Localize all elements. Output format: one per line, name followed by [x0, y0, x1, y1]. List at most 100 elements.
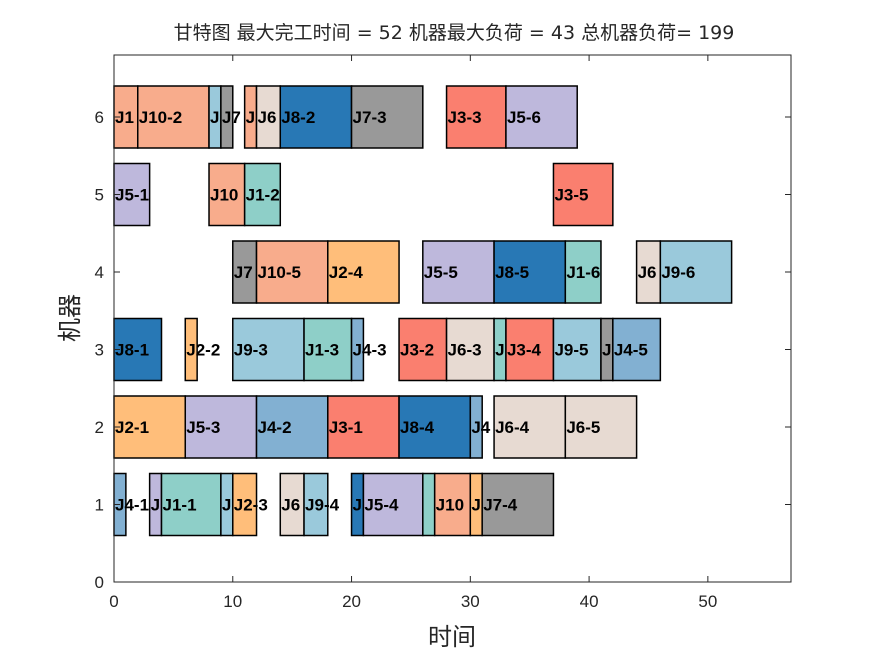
task-bar--9 [422, 472, 436, 537]
x-axis-label: 时间 [428, 623, 476, 651]
task-label: J [471, 496, 480, 515]
task-bar-j2-2-22 [184, 317, 198, 382]
task-bar-j3-2-26 [398, 317, 448, 382]
task-label: J2-1 [115, 418, 149, 437]
task-label: J10-5 [258, 263, 301, 282]
task-bar-j10-5-34 [255, 240, 329, 304]
task-label: J6-5 [566, 418, 600, 437]
task-bar-j6-4-19 [493, 395, 567, 459]
task-bar-j1-6-38 [564, 240, 602, 304]
chart-title: 甘特图 最大完工时间 = 52 机器最大负荷 = 43 总机器负荷= 199 [174, 22, 735, 44]
task-label: J6-3 [448, 341, 482, 360]
task-bar-j6-3-27 [445, 317, 495, 382]
task-label: J9-4 [305, 496, 340, 515]
task-label: J2-4 [329, 263, 364, 282]
x-tick-label: 40 [580, 592, 599, 611]
task-label: J10 [436, 496, 464, 515]
task-label: J5-5 [424, 263, 458, 282]
task-label: J4-3 [353, 341, 387, 360]
y-tick-label: 6 [95, 108, 104, 127]
task-bar-j3-4-29 [505, 317, 555, 382]
task-label: J [353, 496, 362, 515]
task-label: J9-6 [661, 263, 695, 282]
task-label: J1-1 [163, 496, 197, 515]
y-tick-label: 4 [95, 263, 104, 282]
task-bar-j9-6-40 [659, 240, 733, 304]
task-bar-j1-3-24 [303, 317, 353, 382]
task-bar-j3-1-16 [327, 395, 400, 459]
task-bar-j8-5-37 [493, 240, 567, 304]
task-bar-j2-4-35 [327, 240, 400, 304]
task-label: J1-3 [305, 341, 339, 360]
task-label: J3-1 [329, 418, 363, 437]
task-label: J5-3 [186, 418, 220, 437]
task-label: J3-3 [448, 108, 482, 127]
task-label: J6-4 [495, 418, 530, 437]
axes-box [113, 54, 792, 583]
task-bar-j4-3-25 [350, 317, 365, 382]
task-label: J6 [258, 108, 277, 127]
task-label: J [495, 341, 504, 360]
task-label: J [151, 496, 160, 515]
task-label: J10-2 [139, 108, 182, 127]
task-bar-j4-5-32 [612, 317, 662, 382]
task-label: J5-6 [507, 108, 541, 127]
task-label: J8-2 [281, 108, 315, 127]
task-label: J [222, 496, 231, 515]
task-label: J3-5 [554, 186, 588, 205]
task-bar-j3-3-53 [445, 85, 507, 149]
task-bar-j7-3-52 [350, 85, 424, 149]
task-bar-j6-5-20 [564, 395, 638, 459]
task-bar-j2-3-4 [232, 472, 258, 537]
task-label: J [246, 108, 255, 127]
task-label: J7 [234, 263, 253, 282]
task-label: J2-3 [234, 496, 268, 515]
task-label: J6 [638, 263, 657, 282]
x-tick-label: 30 [461, 592, 480, 611]
task-label: J1 [115, 108, 134, 127]
task-label: J4-1 [115, 496, 149, 515]
task-label: J7-4 [483, 496, 518, 515]
task-label: J7 [222, 108, 241, 127]
task-bar-j10-2-46 [137, 85, 210, 149]
task-bar-j1-2-43 [243, 162, 282, 227]
y-tick-label: 0 [95, 573, 104, 592]
task-bar-j8-2-51 [279, 85, 353, 149]
task-label: J5-4 [364, 496, 399, 515]
y-tick-label: 3 [95, 341, 104, 360]
task-bar-j8-4-17 [398, 395, 472, 459]
task-label: J [602, 341, 611, 360]
task-bar-j4-18 [469, 395, 483, 459]
task-label: J10 [210, 186, 238, 205]
task-bar-j9-4-6 [303, 472, 329, 537]
task-label: J [210, 108, 219, 127]
axes: 0 10 20 30 40 50 0 1 2 3 4 5 6 [95, 55, 791, 611]
task-label: J4-5 [614, 341, 648, 360]
y-tick-label: 5 [95, 186, 104, 205]
task-bar-j10-10 [433, 472, 472, 537]
task-bar-j7-48 [220, 85, 234, 149]
task-label: J3-2 [400, 341, 434, 360]
task-label: J7-3 [353, 108, 387, 127]
task-bar-j7-4-12 [481, 472, 555, 537]
x-tick-label: 20 [342, 592, 361, 611]
y-tick-label: 1 [95, 496, 104, 515]
task-bar-j5-4-8 [362, 472, 424, 537]
task-label: J9-5 [554, 341, 588, 360]
task-label: J8-5 [495, 263, 529, 282]
task-bar-j5-3-14 [184, 395, 258, 459]
task-bar-j1-1-2 [160, 472, 222, 537]
task-label: J4 [471, 418, 490, 437]
task-label: J5-1 [115, 186, 149, 205]
task-label: J6 [281, 496, 300, 515]
task-bar-j3-5-44 [552, 162, 614, 227]
x-tick-label: 50 [698, 592, 717, 611]
plot-area: J4-1 J J1-1 J J2-3 J6 J9-4 J J5-4 J10 J J7-4J2-1 J5-… [113, 85, 733, 537]
task-label: J9-3 [234, 341, 268, 360]
task-bar-j8-1-21 [113, 317, 163, 382]
task-bar-j9-3-23 [232, 317, 305, 382]
task-label: J3-4 [507, 341, 542, 360]
task-label: J8-1 [115, 341, 149, 360]
task-label: J2-2 [186, 341, 220, 360]
